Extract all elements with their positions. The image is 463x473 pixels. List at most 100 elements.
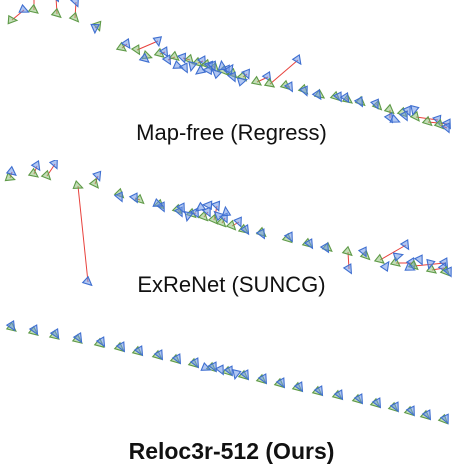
predicted-camera-icon bbox=[353, 393, 364, 405]
predicted-camera-icon bbox=[90, 23, 100, 35]
predicted-camera-icon bbox=[189, 357, 200, 369]
error-line bbox=[269, 59, 299, 85]
predicted-camera-icon bbox=[95, 336, 106, 348]
predicted-camera-icon bbox=[194, 64, 207, 75]
predicted-camera-icon bbox=[152, 197, 164, 207]
camera-poses bbox=[5, 319, 449, 425]
predicted-camera-icon bbox=[115, 341, 126, 353]
predicted-camera-icon bbox=[389, 113, 401, 123]
predicted-camera-icon bbox=[55, 0, 60, 3]
error-line bbox=[136, 40, 159, 51]
ground-truth-camera-icon bbox=[7, 14, 19, 25]
ground-truth-camera-icon bbox=[4, 172, 16, 182]
predicted-camera-icon bbox=[28, 324, 39, 336]
predicted-camera-icon bbox=[207, 361, 217, 373]
trajectory-plot-map-free bbox=[7, 0, 451, 134]
predicted-camera-icon bbox=[232, 216, 242, 228]
ground-truth-camera-icon bbox=[383, 103, 395, 115]
predicted-camera-icon bbox=[353, 96, 364, 108]
predicted-camera-icon bbox=[413, 254, 423, 266]
ground-truth-camera-icon bbox=[27, 167, 40, 178]
predicted-camera-icon bbox=[217, 59, 228, 71]
predicted-camera-icon bbox=[275, 377, 286, 389]
predicted-camera-icon bbox=[239, 223, 250, 236]
predicted-camera-icon bbox=[214, 364, 224, 376]
caption-exrenet: ExReNet (SUNCG) bbox=[137, 272, 326, 297]
error-line bbox=[77, 185, 89, 283]
predicted-camera-icon bbox=[255, 228, 266, 240]
predicted-camera-icon bbox=[398, 110, 408, 122]
predicted-camera-icon bbox=[389, 401, 399, 413]
panel-reloc3r: Reloc3r-512 (Ours) bbox=[0, 318, 463, 473]
predicted-camera-icon bbox=[421, 409, 432, 421]
predicted-camera-icon bbox=[152, 36, 163, 48]
predicted-camera-icon bbox=[399, 238, 410, 251]
predicted-camera-icon bbox=[194, 201, 207, 212]
predicted-camera-icon bbox=[171, 353, 182, 365]
predicted-camera-icon bbox=[319, 242, 330, 254]
ground-truth-camera-icon bbox=[197, 210, 209, 222]
predicted-camera-icon bbox=[184, 210, 194, 223]
predicted-camera-icon bbox=[257, 373, 268, 385]
predicted-camera-icon bbox=[176, 52, 187, 64]
predicted-camera-icon bbox=[426, 258, 436, 271]
camera-poses bbox=[7, 0, 451, 134]
ground-truth-camera-icon bbox=[72, 179, 84, 189]
predicted-camera-icon bbox=[239, 369, 250, 381]
predicted-camera-icon bbox=[213, 210, 225, 222]
predicted-camera-icon bbox=[120, 37, 131, 50]
predicted-camera-icon bbox=[158, 46, 169, 58]
ground-truth-camera-icon bbox=[27, 3, 39, 14]
trajectory-plot-reloc3r bbox=[5, 319, 449, 425]
predicted-camera-icon bbox=[283, 231, 293, 243]
predicted-camera-icon bbox=[223, 365, 233, 377]
ground-truth-camera-icon bbox=[68, 11, 80, 23]
predicted-camera-icon bbox=[357, 246, 367, 258]
predicted-camera-icon bbox=[69, 0, 79, 8]
predicted-camera-icon bbox=[72, 331, 83, 344]
ground-truth-camera-icon bbox=[341, 245, 353, 257]
predicted-camera-icon bbox=[223, 63, 234, 76]
predicted-camera-icon bbox=[298, 85, 308, 97]
predicted-camera-icon bbox=[30, 160, 41, 172]
predicted-camera-icon bbox=[81, 275, 93, 287]
panel-map-free: Map-free (Regress) bbox=[0, 0, 463, 160]
predicted-camera-icon bbox=[240, 68, 251, 80]
predicted-camera-icon bbox=[293, 381, 304, 393]
predicted-camera-icon bbox=[283, 81, 294, 93]
predicted-camera-icon bbox=[161, 54, 172, 66]
predicted-camera-icon bbox=[5, 165, 17, 177]
ground-truth-camera-icon bbox=[215, 216, 227, 228]
predicted-camera-icon bbox=[232, 368, 242, 381]
ground-truth-camera-icon bbox=[263, 77, 276, 88]
predicted-camera-icon bbox=[200, 361, 212, 371]
ground-truth-camera-icon bbox=[115, 41, 128, 52]
predicted-camera-icon bbox=[369, 98, 379, 110]
caption-map-free: Map-free (Regress) bbox=[136, 120, 327, 145]
predicted-camera-icon bbox=[313, 385, 324, 397]
predicted-camera-icon bbox=[48, 160, 58, 170]
predicted-camera-icon bbox=[153, 349, 164, 361]
predicted-camera-icon bbox=[410, 104, 420, 117]
predicted-camera-icon bbox=[188, 60, 198, 73]
predicted-camera-icon bbox=[342, 263, 353, 275]
ground-truth-camera-icon bbox=[250, 75, 263, 86]
predicted-camera-icon bbox=[392, 252, 405, 262]
predicted-camera-icon bbox=[201, 206, 211, 218]
predicted-camera-icon bbox=[138, 52, 150, 64]
predicted-camera-icon bbox=[210, 200, 221, 212]
ground-truth-camera-icon bbox=[373, 253, 385, 265]
ground-truth-camera-icon bbox=[50, 7, 62, 19]
predicted-camera-icon bbox=[5, 319, 16, 332]
predicted-camera-icon bbox=[128, 192, 138, 204]
predicted-camera-icon bbox=[49, 327, 60, 340]
predicted-camera-icon bbox=[440, 122, 450, 134]
caption-reloc3r: Reloc3r-512 (Ours) bbox=[128, 438, 335, 464]
ground-truth-camera-icon bbox=[88, 177, 100, 189]
ground-truth-camera-icon bbox=[389, 256, 401, 267]
predicted-camera-icon bbox=[311, 88, 322, 101]
predicted-camera-icon bbox=[339, 91, 350, 104]
camera-poses bbox=[4, 160, 452, 287]
predicted-camera-icon bbox=[201, 65, 213, 76]
predicted-camera-icon bbox=[439, 413, 449, 425]
